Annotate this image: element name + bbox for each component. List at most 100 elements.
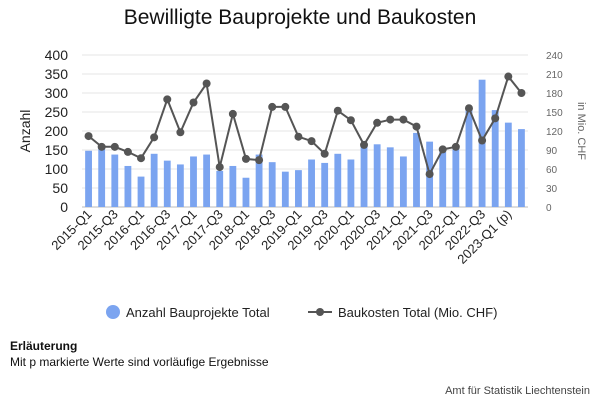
right-axis-title: in Mio. CHF (575, 102, 587, 160)
bar (465, 110, 473, 207)
legend-marker-bars[interactable] (106, 305, 120, 319)
left-tick-label: 0 (60, 199, 68, 215)
cost-point (517, 89, 526, 97)
right-tick-label: 0 (546, 203, 552, 214)
cost-point (137, 154, 146, 163)
cost-point (346, 116, 355, 125)
right-tick-label: 30 (546, 184, 558, 195)
bar (124, 165, 132, 207)
bar (85, 150, 92, 207)
left-tick-label: 250 (45, 104, 69, 120)
bar (399, 156, 407, 207)
left-tick-label: 200 (45, 123, 69, 139)
bar (281, 171, 289, 207)
left-tick-label: 50 (52, 180, 68, 196)
bar (386, 147, 394, 207)
bar (308, 159, 315, 207)
cost-line (87, 74, 523, 177)
left-axis-ticks: 0 50 100 150 200 250 300 350 400 (45, 47, 69, 215)
bar (176, 164, 184, 207)
legend: Anzahl Bauprojekte Total Baukosten Total… (106, 305, 497, 320)
cost-point (412, 122, 421, 131)
chart-title: Bewilligte Bauprojekte und Baukosten (123, 6, 477, 29)
bar (452, 149, 460, 207)
right-tick-label: 240 (546, 51, 563, 62)
right-tick-label: 120 (546, 127, 563, 138)
bar (360, 146, 368, 207)
bar (334, 153, 342, 207)
bar (111, 154, 119, 207)
cost-point (189, 98, 198, 107)
cost-point (215, 163, 224, 172)
cost-point (110, 142, 119, 151)
cost-point (320, 149, 329, 158)
left-tick-label: 300 (45, 85, 69, 101)
cost-point (228, 109, 237, 118)
cost-point (202, 79, 211, 88)
left-tick-label: 400 (45, 47, 69, 63)
cost-point (386, 115, 395, 124)
bar (163, 160, 171, 207)
right-axis-ticks: 0 30 60 90 120 150 180 210 240 (546, 51, 563, 214)
bar (203, 154, 211, 207)
cost-point (333, 106, 342, 115)
left-axis-title: Anzahl (17, 110, 33, 153)
cost-point (84, 132, 93, 141)
cost-point (241, 154, 250, 163)
bar (242, 177, 250, 207)
left-tick-label: 100 (45, 161, 69, 177)
cost-point (150, 133, 159, 142)
bar (268, 162, 276, 207)
bar (295, 170, 302, 207)
x-axis-ticks: 2015-Q12015-Q32016-Q12016-Q32017-Q12017-… (48, 207, 514, 267)
cost-point (491, 114, 500, 123)
legend-marker-line[interactable] (316, 308, 324, 316)
cost-point (504, 72, 513, 81)
bar (98, 148, 106, 207)
cost-point (97, 142, 106, 151)
bar (229, 165, 237, 207)
bar (518, 129, 525, 207)
cost-point (176, 128, 185, 137)
bar (491, 110, 499, 207)
bar (347, 159, 355, 207)
cost-point (163, 95, 172, 104)
right-tick-label: 150 (546, 108, 563, 119)
cost-point (464, 104, 473, 113)
legend-label-bars[interactable]: Anzahl Bauprojekte Total (126, 305, 270, 320)
cost-point (123, 147, 132, 156)
right-tick-label: 60 (546, 165, 558, 176)
left-tick-label: 350 (45, 66, 69, 82)
note-text: Mit p markierte Werte sind vorläufige Er… (10, 355, 269, 369)
cost-point (268, 102, 277, 111)
cost-point (294, 132, 303, 141)
cost-point (255, 156, 264, 165)
bar-series (85, 79, 525, 207)
right-tick-label: 210 (546, 70, 563, 81)
cost-point (360, 140, 369, 149)
bar (255, 154, 263, 207)
cost-point (451, 142, 460, 151)
cost-point (281, 102, 290, 111)
cost-point (399, 115, 408, 124)
bar (137, 176, 145, 207)
bar (373, 144, 381, 207)
note-title: Erläuterung (10, 339, 78, 353)
bar (321, 162, 329, 207)
line-series (84, 72, 526, 179)
bar (150, 153, 158, 207)
cost-point (425, 170, 434, 179)
bar (504, 122, 512, 207)
cost-point (373, 118, 382, 127)
bar (190, 156, 197, 207)
bar (413, 132, 420, 207)
cost-point (478, 136, 487, 145)
right-tick-label: 180 (546, 89, 563, 100)
bar (439, 151, 447, 207)
legend-label-line[interactable]: Baukosten Total (Mio. CHF) (338, 305, 497, 320)
left-tick-label: 150 (45, 142, 69, 158)
source-credit: Amt für Statistik Liechtenstein (445, 385, 590, 397)
cost-point (307, 137, 316, 146)
cost-point (438, 145, 447, 154)
